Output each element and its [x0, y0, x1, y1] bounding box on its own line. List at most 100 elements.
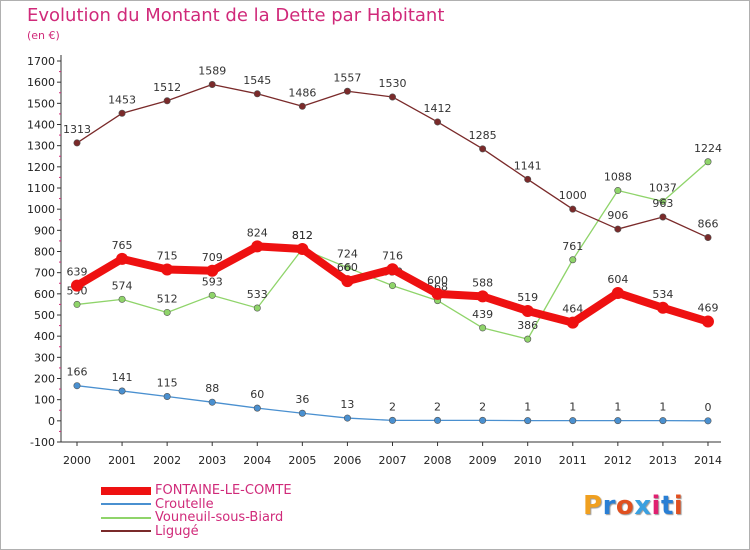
data-point — [253, 90, 261, 98]
data-point — [163, 308, 171, 316]
data-label: 141 — [112, 371, 133, 384]
data-point — [118, 295, 126, 303]
x-tick-label: 2001 — [108, 454, 136, 467]
data-label: 2 — [434, 400, 441, 413]
data-point — [71, 279, 83, 292]
y-tick-label: 200 — [34, 373, 55, 386]
data-label: 519 — [517, 291, 538, 304]
legend-item: Croutelle — [101, 496, 292, 512]
y-tick-label: 1200 — [27, 161, 55, 174]
data-point — [388, 282, 396, 290]
y-tick-label: 400 — [34, 330, 55, 343]
proxiti-logo: Proxiti — [583, 491, 684, 521]
data-point — [569, 205, 577, 213]
data-label: 2 — [479, 400, 486, 413]
chart-subtitle: (en €) — [27, 29, 60, 42]
data-point — [614, 187, 622, 195]
data-label: 1412 — [424, 102, 452, 115]
data-point — [73, 382, 81, 390]
data-label: 88 — [205, 382, 219, 395]
data-label: 765 — [112, 239, 133, 252]
data-point — [298, 102, 306, 110]
data-label: 761 — [562, 240, 583, 253]
legend-item: Vouneuil-sous-Biard — [101, 511, 292, 525]
data-point — [434, 416, 442, 424]
y-tick-label: 1300 — [27, 140, 55, 153]
data-point — [479, 145, 487, 153]
data-label: 0 — [704, 401, 711, 414]
data-label: 1 — [524, 401, 531, 414]
data-point — [659, 213, 667, 221]
data-point — [569, 256, 577, 264]
data-label: 1037 — [649, 181, 677, 194]
data-point — [73, 300, 81, 308]
data-label: 166 — [67, 366, 88, 379]
data-label: 588 — [472, 276, 493, 289]
chart-title: Evolution du Montant de la Dette par Hab… — [27, 5, 445, 26]
y-tick-label: 100 — [34, 394, 55, 407]
data-label: 1141 — [514, 159, 542, 172]
x-tick-label: 2014 — [694, 454, 722, 467]
data-label: 1 — [614, 401, 621, 414]
data-point — [163, 97, 171, 105]
data-label: 716 — [382, 249, 403, 262]
data-label: 386 — [517, 319, 538, 332]
y-tick-label: 500 — [34, 309, 55, 322]
x-tick-label: 2000 — [63, 454, 91, 467]
data-label: 1285 — [469, 129, 497, 142]
data-point — [253, 304, 261, 312]
data-point — [656, 301, 669, 314]
data-point — [566, 316, 579, 329]
y-tick-label: 600 — [34, 288, 55, 301]
data-point — [524, 175, 532, 183]
y-tick-label: 1600 — [27, 76, 55, 89]
data-label: 439 — [472, 308, 493, 321]
x-tick-label: 2010 — [514, 454, 542, 467]
data-label: 464 — [562, 303, 583, 316]
data-point — [614, 225, 622, 233]
data-label: 866 — [697, 218, 718, 231]
data-label: 2 — [389, 400, 396, 413]
data-label: 534 — [652, 288, 673, 301]
legend-swatch — [101, 530, 151, 533]
x-tick-label: 2011 — [559, 454, 587, 467]
data-point — [296, 242, 309, 255]
data-label: 115 — [157, 376, 178, 389]
legend-label: Croutelle — [155, 496, 214, 512]
data-point — [388, 416, 396, 424]
data-point — [253, 404, 261, 412]
data-label: 812 — [292, 229, 313, 242]
data-point — [659, 197, 667, 205]
x-tick-label: 2012 — [604, 454, 632, 467]
legend-swatch — [101, 516, 151, 519]
x-tick-label: 2002 — [153, 454, 181, 467]
x-tick-label: 2009 — [469, 454, 497, 467]
data-point — [388, 93, 396, 101]
y-tick-label: 1500 — [27, 97, 55, 110]
data-point — [343, 264, 351, 272]
data-label: 533 — [247, 288, 268, 301]
legend-label: Vouneuil-sous-Biard — [155, 510, 284, 525]
y-tick-label: 1000 — [27, 203, 55, 216]
legend-label: Ligugé — [155, 523, 199, 539]
data-label: 600 — [427, 274, 448, 287]
data-point — [524, 417, 532, 425]
legend-item: Ligugé — [101, 523, 292, 539]
chart-legend: FONTAINE-LE-COMTE Croutelle Vouneuil-sous-… — [101, 484, 292, 538]
data-point — [614, 417, 622, 425]
y-tick-label: 1100 — [27, 182, 55, 195]
data-label: 593 — [202, 275, 223, 288]
data-label: 604 — [607, 273, 628, 286]
data-label: 1557 — [333, 71, 361, 84]
data-point — [704, 158, 712, 166]
data-label: 812 — [292, 229, 313, 242]
y-tick-label: 300 — [34, 351, 55, 364]
data-point — [479, 324, 487, 332]
data-point — [116, 252, 129, 265]
data-label: 824 — [247, 226, 268, 239]
data-label: 709 — [202, 251, 223, 264]
data-point — [659, 417, 667, 425]
data-point — [118, 387, 126, 395]
